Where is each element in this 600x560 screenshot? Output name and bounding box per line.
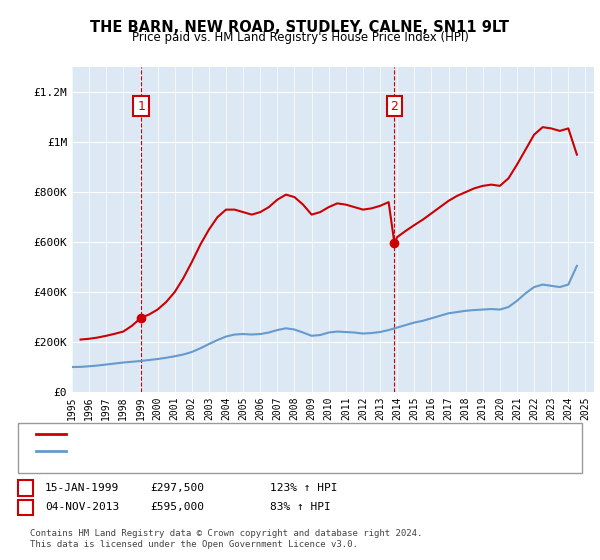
Text: 04-NOV-2013: 04-NOV-2013 — [45, 502, 119, 512]
Text: £595,000: £595,000 — [150, 502, 204, 512]
Text: 1: 1 — [137, 100, 145, 113]
Text: Contains HM Land Registry data © Crown copyright and database right 2024.
This d: Contains HM Land Registry data © Crown c… — [30, 529, 422, 549]
Text: 2: 2 — [22, 502, 29, 512]
Text: Price paid vs. HM Land Registry's House Price Index (HPI): Price paid vs. HM Land Registry's House … — [131, 31, 469, 44]
Text: £297,500: £297,500 — [150, 483, 204, 493]
Text: 15-JAN-1999: 15-JAN-1999 — [45, 483, 119, 493]
Text: THE BARN, NEW ROAD, STUDLEY, CALNE, SN11 9LT (detached house): THE BARN, NEW ROAD, STUDLEY, CALNE, SN11… — [72, 429, 453, 439]
Text: 83% ↑ HPI: 83% ↑ HPI — [270, 502, 331, 512]
Text: 123% ↑ HPI: 123% ↑ HPI — [270, 483, 337, 493]
Text: THE BARN, NEW ROAD, STUDLEY, CALNE, SN11 9LT: THE BARN, NEW ROAD, STUDLEY, CALNE, SN11… — [91, 20, 509, 35]
Text: 2: 2 — [391, 100, 398, 113]
Text: 1: 1 — [22, 483, 29, 493]
Text: HPI: Average price, detached house, Wiltshire: HPI: Average price, detached house, Wilt… — [72, 446, 353, 456]
